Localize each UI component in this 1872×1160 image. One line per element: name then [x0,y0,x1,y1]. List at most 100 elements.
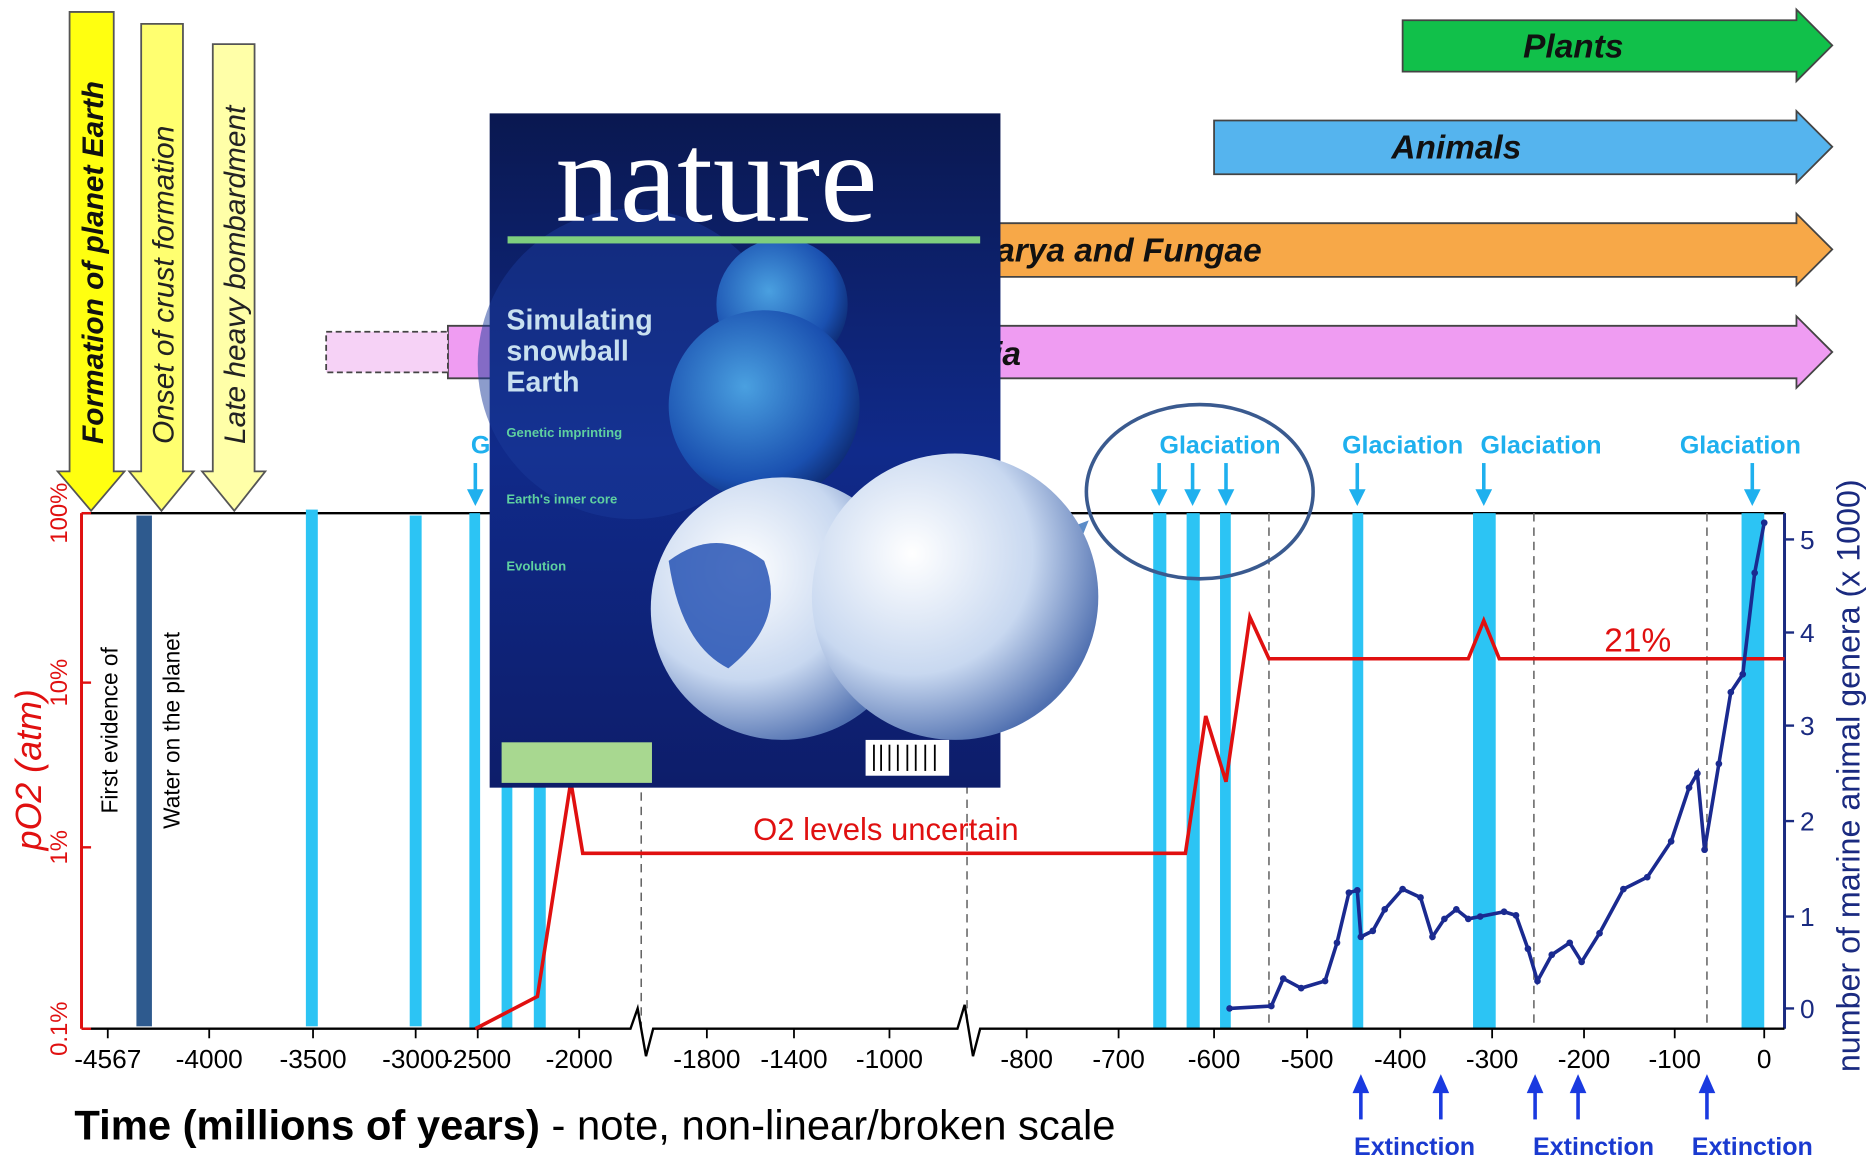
genera-dot [1667,838,1675,845]
genera-dot [1476,913,1484,920]
bar [1473,513,1496,1029]
x-tick-label: -600 [1188,1044,1241,1074]
arrow-label: Animals [1390,130,1521,167]
right-tick-label: 4 [1800,618,1815,648]
crust-arrow [127,22,196,513]
bombardment-arrow [200,43,268,513]
x-tick-label: -1000 [856,1044,923,1074]
x-axis-title: Time (millions of years) - note, non-lin… [74,1102,1115,1149]
extinction-arrowhead [1698,1074,1716,1094]
genera-dot [1333,939,1341,947]
era-lines [640,513,1708,1027]
x-tick-label: -1400 [760,1044,827,1074]
left-tick-label: 10% [46,659,73,707]
x-tick-label: 0 [1757,1044,1772,1074]
genera-dot [1620,885,1627,893]
genera-dot [1345,889,1353,897]
bar [469,513,481,1029]
extinction-label: Extinction [1692,1133,1813,1160]
genera-dot [1452,906,1460,913]
right-axis-label: number of marine animal genera (x 1000) [1831,479,1867,1072]
cover-box [501,742,652,783]
arrow-label: Late heavy bombardment [219,104,252,444]
x-axis [81,1003,1785,1057]
right-tick-label: 2 [1800,807,1815,837]
genera-dot [1727,688,1735,696]
genera-curve [1229,522,1766,1011]
left-tick-label: 100% [46,483,73,544]
extinction-arrowhead [1432,1074,1450,1094]
glaciation-label: Glaciation [1481,431,1602,459]
genera-dot [1596,929,1603,937]
x-tick-label: -500 [1281,1044,1334,1074]
x-tick-label: -2500 [444,1044,511,1074]
arrow-label: Formation of planet Earth [77,81,110,444]
bar [1153,513,1167,1029]
bar [1220,513,1231,1029]
genera-dot [1464,915,1472,923]
plants-arrow [1401,7,1834,84]
arrow-label: Plants [1523,28,1623,65]
cover-item: Earth's inner core [506,492,617,507]
genera-dot [1500,908,1508,916]
x-tick-label: -800 [1000,1044,1053,1074]
cover-rule [507,236,981,244]
formation-arrow [55,11,127,513]
genera-dot [1429,933,1436,941]
genera-dot [1701,846,1708,854]
genera-dot [1524,945,1532,953]
globe [668,310,860,502]
genera-dot [1369,927,1377,935]
x-tick-label: -4000 [176,1044,243,1074]
right-tick-label: 3 [1800,711,1815,741]
glaciation-arrowhead [1475,489,1493,507]
right-tick-label: 1 [1800,902,1815,932]
extinction-label: Extinction [1533,1133,1654,1160]
extinction-label: Extinction [1354,1133,1475,1160]
genera-dot [1357,933,1365,941]
nature-cover: nature Simulating snowball Earth Genetic… [477,106,1099,788]
x-tick-label: -300 [1466,1044,1519,1074]
x-tick-label: -200 [1558,1044,1611,1074]
glaciation-label: Glaciation [1680,431,1801,459]
glaciation-arrowhead [1184,489,1201,507]
glaciation-arrowhead [1217,489,1235,507]
x-tick-label: -4567 [74,1044,141,1074]
genera-dot [1279,975,1287,982]
x-tick-label: -3500 [279,1044,346,1074]
left-tick-label: 1% [46,830,73,864]
genera-dot [1751,569,1759,577]
bar [1186,513,1200,1029]
glaciation-label: Glaciation [1159,431,1280,459]
headline: Simulating [506,304,652,336]
extinction-arrowhead [1569,1074,1587,1094]
glaciation-arrowhead [1743,489,1761,507]
left-axis-label: pO2 (atm) [9,689,49,851]
left-tick-label: 0.1% [46,1002,73,1056]
glaciation-arrowhead [466,489,484,507]
genera-dot [1548,951,1556,959]
glaciation-label: Glaciation [1342,431,1463,459]
glaciation-arrowhead [1150,489,1168,507]
bar [305,509,318,1027]
right-tick-label: 5 [1800,525,1815,555]
arrow-label: Onset of crust formation [147,126,180,444]
genera-dot [1578,958,1585,966]
animals-arrow [1213,108,1834,185]
bar [409,515,422,1027]
x-axis-title-main: Time (millions of years) [74,1102,540,1149]
extinction-arrowhead [1352,1074,1370,1094]
genera-dot [1353,886,1361,894]
x-tick-label: -700 [1092,1044,1145,1074]
genera-dot [1739,670,1747,678]
genera-dot [1715,760,1723,768]
x-tick-label: -3000 [382,1044,449,1074]
genera-dot [1297,984,1305,992]
masthead: nature [555,106,877,249]
genera-dot [1321,977,1329,985]
x-tick-label: -2000 [546,1044,613,1074]
x-tick-label: -400 [1374,1044,1427,1074]
extinction-arrowhead [1526,1074,1544,1094]
